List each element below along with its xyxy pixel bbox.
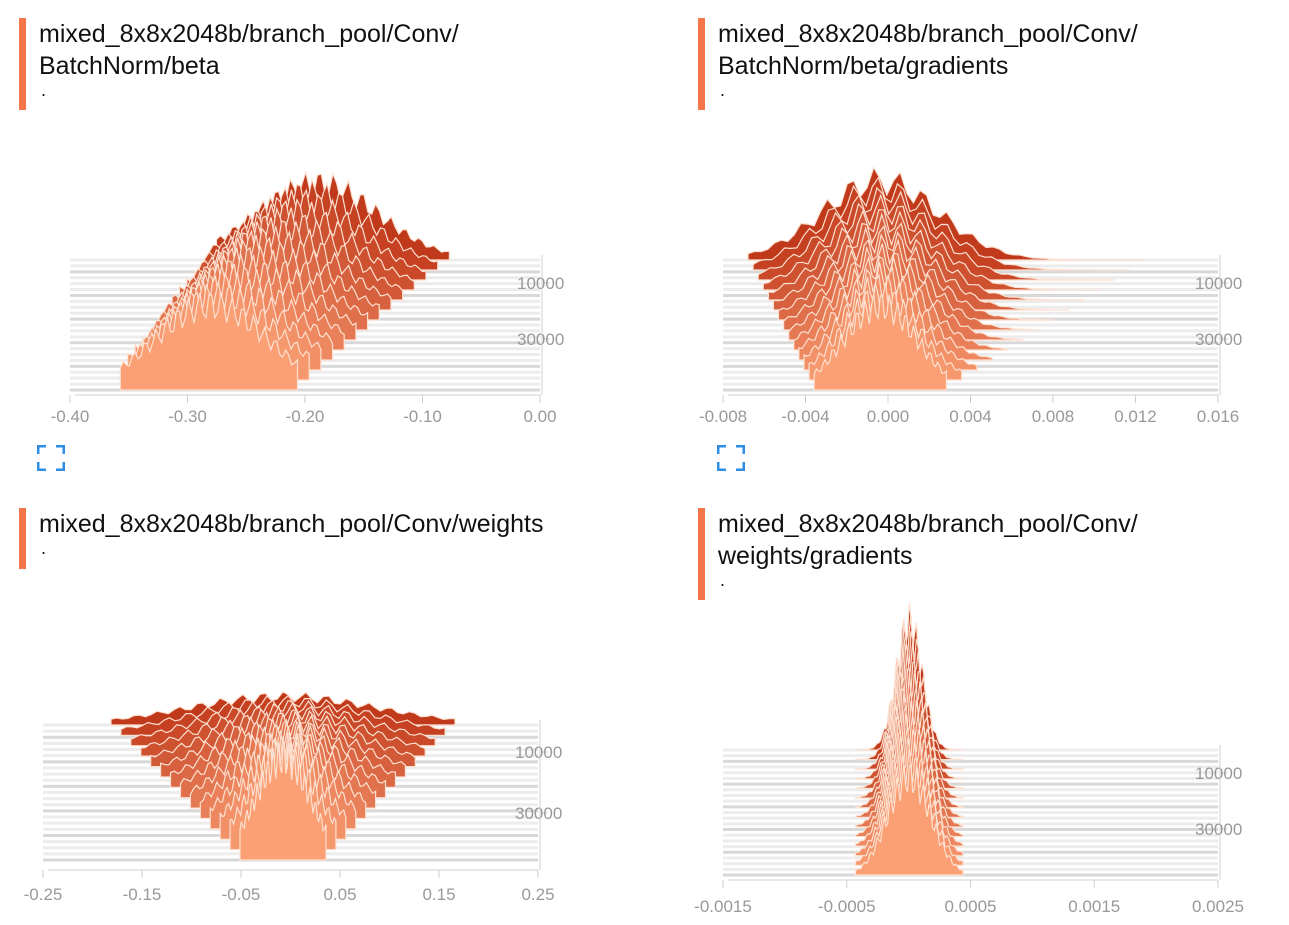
title-accent-bar: [19, 18, 26, 110]
y-tick-label: 10000: [1195, 764, 1242, 783]
x-tick-label: 0.016: [1197, 407, 1240, 426]
x-tick-label: -0.10: [403, 407, 442, 426]
x-tick-label: -0.25: [24, 885, 63, 904]
x-tick-label: 0.004: [949, 407, 992, 426]
histogram-slices: [119, 169, 451, 391]
card-title-block: mixed_8x8x2048b/branch_pool/Conv/weights…: [19, 508, 544, 569]
card-title-block: mixed_8x8x2048b/branch_pool/Conv/ BatchN…: [698, 18, 1138, 110]
y-tick-label: 30000: [1195, 820, 1242, 839]
histogram-slices: [854, 602, 964, 876]
x-tick-label: 0.15: [422, 885, 455, 904]
card-title-line-1: mixed_8x8x2048b/branch_pool/Conv/weights: [39, 510, 544, 538]
card-title-block: mixed_8x8x2048b/branch_pool/Conv/ BatchN…: [19, 18, 459, 110]
y-tick-label: 10000: [1195, 274, 1242, 293]
histogram-slice: [119, 291, 299, 391]
histogram-chart-weights-gradients: -0.0015 -0.0005 0.0005 0.0015 0.0025 10000 300…: [694, 602, 1244, 916]
histogram-slices: [110, 691, 456, 861]
card-title-line-1: mixed_8x8x2048b/branch_pool/Conv/: [718, 20, 1138, 48]
histogram-slice: [854, 764, 964, 876]
histogram-chart-beta-gradients: -0.008 -0.004 0.000 0.004 0.008 0.012 0.016 100…: [699, 166, 1242, 426]
x-tick-label: 0.0025: [1192, 897, 1244, 916]
x-tick-label: -0.15: [123, 885, 162, 904]
card-subtitle: .: [720, 570, 726, 590]
card-title-line-2: weights/gradients: [718, 542, 913, 570]
title-accent-bar: [698, 18, 705, 110]
y-tick-label: 30000: [515, 804, 562, 823]
x-tick-label: 0.05: [323, 885, 356, 904]
expand-corners-icon[interactable]: [36, 444, 66, 472]
expand-corners-icon[interactable]: [716, 444, 746, 472]
y-tick-label: 30000: [517, 330, 564, 349]
x-tick-label: 0.25: [521, 885, 554, 904]
x-tick-label: 0.0015: [1068, 897, 1120, 916]
histogram-slice: [239, 742, 327, 861]
x-tick-label: -0.05: [222, 885, 261, 904]
histogram-chart-weights: -0.25 -0.15 -0.05 0.05 0.15 0.25 10000 30000: [24, 691, 562, 904]
card-title-line-2: BatchNorm/beta/gradients: [718, 52, 1009, 80]
x-tick-label: 0.00: [523, 407, 556, 426]
histogram-slice: [813, 293, 948, 391]
card-subtitle: .: [720, 80, 726, 100]
x-tick-label: -0.0005: [818, 897, 876, 916]
title-accent-bar: [698, 508, 705, 600]
card-subtitle: .: [41, 80, 47, 100]
y-tick-label: 10000: [517, 274, 564, 293]
card-title-line-2: BatchNorm/beta: [39, 52, 220, 80]
card-title-line-1: mixed_8x8x2048b/branch_pool/Conv/: [39, 20, 459, 48]
x-tick-label: -0.004: [781, 407, 829, 426]
histogram-chart-beta: -0.40 -0.30 -0.20 -0.10 0.00 10000 30000: [51, 169, 564, 426]
x-tick-label: 0.0005: [945, 897, 997, 916]
x-tick-label: -0.40: [51, 407, 90, 426]
card-title-block: mixed_8x8x2048b/branch_pool/Conv/ weight…: [698, 508, 1138, 600]
x-tick-label: -0.0015: [694, 897, 752, 916]
x-tick-label: 0.008: [1032, 407, 1075, 426]
x-tick-label: -0.30: [168, 407, 207, 426]
card-title-line-1: mixed_8x8x2048b/branch_pool/Conv/: [718, 510, 1138, 538]
y-tick-label: 30000: [1195, 330, 1242, 349]
histogram-slices: [747, 166, 1145, 391]
grid-bands: [723, 748, 1218, 877]
title-accent-bar: [19, 508, 26, 569]
x-tick-label: 0.012: [1114, 407, 1157, 426]
y-tick-label: 10000: [515, 743, 562, 762]
x-tick-label: -0.008: [699, 407, 747, 426]
x-tick-label: 0.000: [867, 407, 910, 426]
card-subtitle: .: [41, 538, 47, 558]
x-tick-label: -0.20: [286, 407, 325, 426]
